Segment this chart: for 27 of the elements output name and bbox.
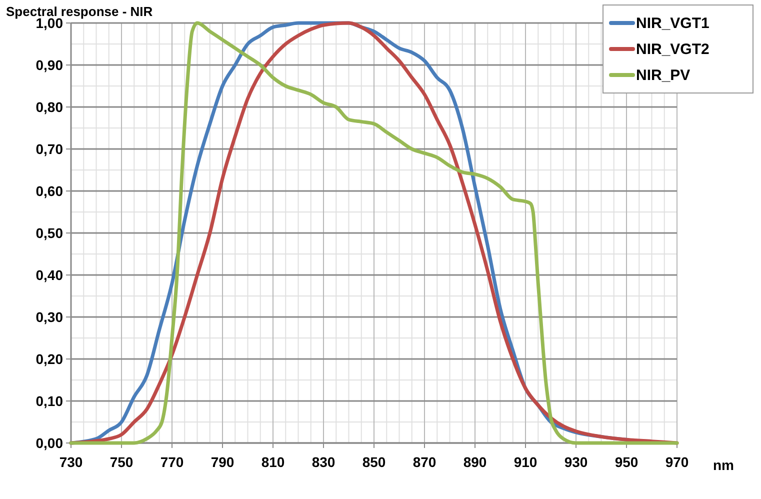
y-tick-label: 0,30: [36, 309, 64, 325]
y-tick-label: 0,00: [36, 435, 64, 451]
x-tick-label: 930: [564, 454, 588, 470]
y-tick-label: 0,40: [36, 267, 64, 283]
x-tick-label: 730: [59, 454, 83, 470]
y-tick-label: 0,70: [36, 141, 64, 157]
y-tick-label: 0,80: [36, 99, 64, 115]
x-tick-label: 830: [312, 454, 336, 470]
x-axis-title: nm: [713, 457, 734, 473]
y-tick-label: 0,90: [36, 57, 64, 73]
legend-label: NIR_PV: [636, 67, 690, 84]
x-tick-label: 750: [110, 454, 134, 470]
x-tick-label: 970: [665, 454, 689, 470]
y-tick-label: 0,60: [36, 183, 64, 199]
legend-label: NIR_VGT1: [636, 15, 710, 32]
x-tick-label: 810: [261, 454, 285, 470]
x-tick-label: 870: [412, 454, 436, 470]
y-tick-label: 0,20: [36, 351, 64, 367]
x-tick-label: 770: [160, 454, 184, 470]
x-tick-label: 850: [362, 454, 386, 470]
legend-label: NIR_VGT2: [636, 41, 710, 58]
x-tick-label: 950: [614, 454, 638, 470]
x-tick-label: 910: [514, 454, 538, 470]
x-tick-label: 790: [210, 454, 234, 470]
y-tick-label: 0,10: [36, 393, 64, 409]
y-tick-label: 0,50: [36, 225, 64, 241]
x-tick-label: 890: [463, 454, 487, 470]
